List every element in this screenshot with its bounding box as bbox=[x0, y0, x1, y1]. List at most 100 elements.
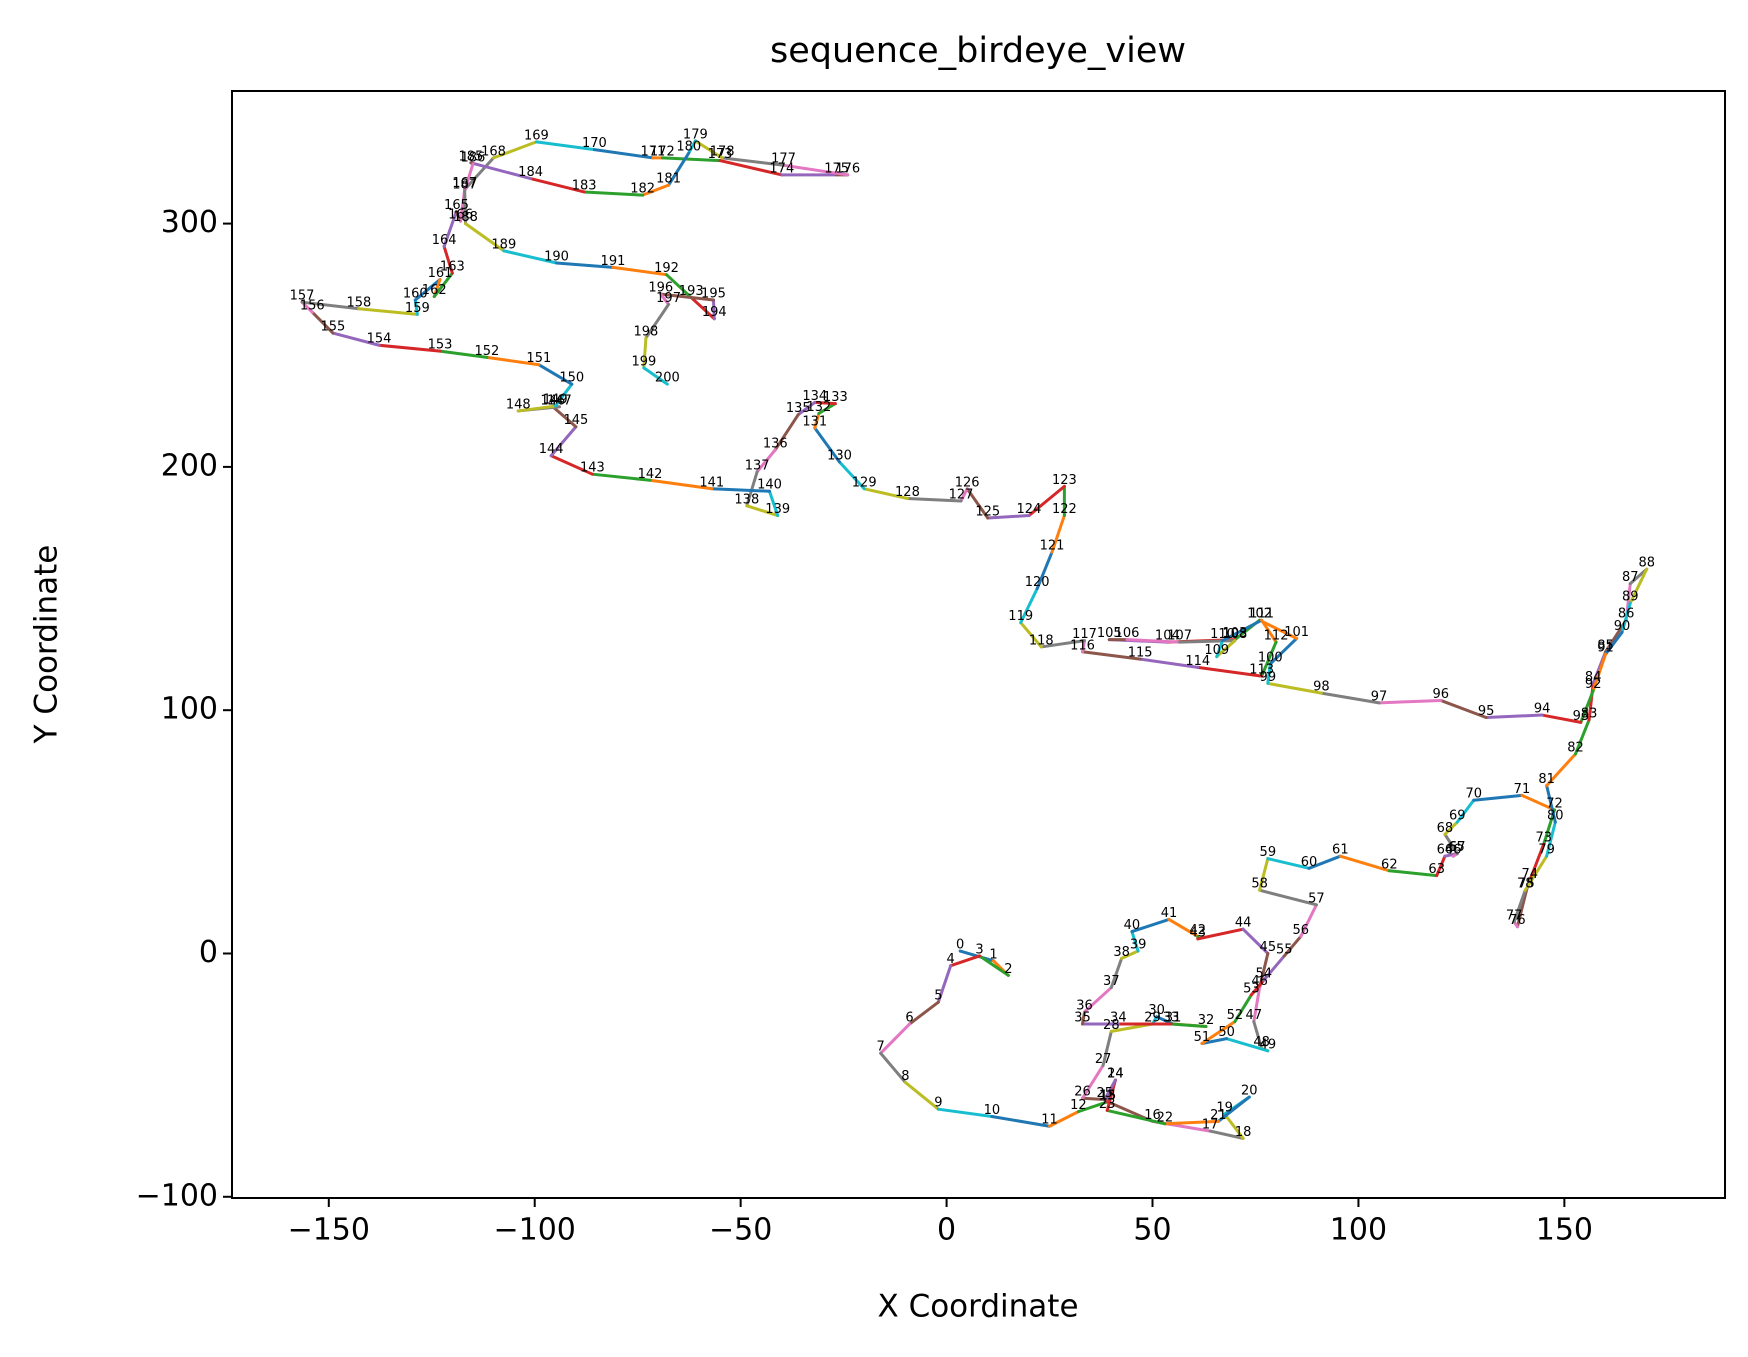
trajectory-segment bbox=[438, 349, 489, 359]
trajectory-segment bbox=[978, 954, 1010, 977]
point-label: 79 bbox=[1538, 843, 1555, 858]
point-label: 115 bbox=[1128, 646, 1153, 661]
trajectory-segment bbox=[1019, 621, 1043, 649]
point-label: 151 bbox=[526, 351, 551, 366]
point-label: 133 bbox=[823, 390, 848, 405]
trajectory-segment bbox=[1472, 793, 1524, 802]
trajectory-segment bbox=[1223, 1112, 1245, 1140]
point-label: 57 bbox=[1308, 891, 1325, 906]
trajectory-segment bbox=[516, 404, 557, 413]
point-label: 139 bbox=[765, 502, 790, 517]
point-label: 177 bbox=[771, 152, 796, 167]
point-label: 186 bbox=[461, 150, 486, 165]
trajectory-segment bbox=[592, 148, 655, 160]
point-label: 110 bbox=[1210, 627, 1235, 642]
point-label: 0 bbox=[956, 938, 964, 953]
point-label: 197 bbox=[656, 291, 681, 306]
point-label: 29 bbox=[1144, 1011, 1161, 1026]
trajectory-segment bbox=[1528, 842, 1546, 882]
point-label: 120 bbox=[1025, 575, 1050, 590]
point-label: 192 bbox=[654, 261, 679, 276]
point-label: 17 bbox=[1202, 1118, 1219, 1133]
point-label: 132 bbox=[806, 400, 831, 415]
point-label: 147 bbox=[547, 393, 572, 408]
trajectory-segment bbox=[1266, 857, 1311, 870]
point-label: 24 bbox=[1107, 1067, 1124, 1082]
trajectory-segment bbox=[529, 177, 586, 194]
point-label: 65 bbox=[1448, 840, 1465, 855]
point-label: 91 bbox=[1597, 641, 1614, 656]
trajectory-segment bbox=[879, 1022, 912, 1055]
point-label: 200 bbox=[655, 371, 680, 386]
point-label: 172 bbox=[650, 144, 675, 159]
trajectory-segment bbox=[862, 487, 909, 501]
axes-frame bbox=[231, 90, 1726, 1199]
trajectory-segment bbox=[469, 161, 533, 181]
point-label: 45 bbox=[1260, 940, 1277, 955]
trajectory-segment bbox=[1221, 618, 1264, 643]
trajectory-segment bbox=[1262, 954, 1286, 982]
trajectory-segment bbox=[1233, 993, 1253, 1024]
trajectory-segment bbox=[1266, 662, 1272, 685]
point-label: 22 bbox=[1157, 1110, 1174, 1125]
point-label: 188 bbox=[453, 210, 478, 225]
point-label: 111 bbox=[1249, 607, 1274, 622]
y-tick-label: 100 bbox=[161, 692, 218, 727]
trajectory-segment bbox=[331, 331, 381, 347]
trajectory-segment bbox=[1019, 587, 1039, 625]
trajectory-segment bbox=[642, 336, 648, 370]
point-label: 31 bbox=[1165, 1011, 1182, 1026]
trajectory-segment bbox=[549, 454, 594, 476]
point-label: 101 bbox=[1284, 625, 1309, 640]
point-label: 12 bbox=[1070, 1098, 1087, 1113]
point-label: 173 bbox=[708, 147, 733, 162]
trajectory-segment bbox=[879, 1051, 907, 1084]
point-label: 68 bbox=[1437, 821, 1454, 836]
point-label: 33 bbox=[1163, 1011, 1180, 1026]
point-label: 67 bbox=[1449, 840, 1466, 855]
trajectory-segment bbox=[1260, 618, 1278, 644]
point-label: 30 bbox=[1148, 1003, 1165, 1018]
trajectory-segment bbox=[1266, 681, 1323, 695]
x-tick-label: 0 bbox=[937, 1213, 956, 1248]
trajectory-segment bbox=[1319, 691, 1381, 705]
point-label: 5 bbox=[934, 989, 942, 1004]
point-label: 72 bbox=[1546, 796, 1563, 811]
trajectory-segment bbox=[813, 426, 841, 464]
point-label: 56 bbox=[1293, 923, 1310, 938]
trajectory-segment bbox=[693, 139, 724, 160]
x-tick-label: −50 bbox=[709, 1213, 772, 1248]
trajectory-segment bbox=[1515, 888, 1528, 929]
point-label: 6 bbox=[905, 1011, 913, 1026]
trajectory-segment bbox=[718, 159, 784, 177]
point-label: 76 bbox=[1509, 913, 1526, 928]
point-label: 158 bbox=[346, 295, 371, 310]
point-label: 198 bbox=[634, 324, 659, 339]
trajectory-segment bbox=[1282, 934, 1303, 958]
trajectory-segment bbox=[936, 964, 953, 1004]
point-label: 129 bbox=[852, 475, 877, 490]
trajectory-segment bbox=[1268, 636, 1299, 666]
trajectory-segment bbox=[767, 489, 780, 518]
y-tick-label: 200 bbox=[161, 448, 218, 483]
point-label: 13 bbox=[1099, 1088, 1116, 1103]
trajectory-segment bbox=[1540, 713, 1583, 724]
trajectory-segment bbox=[1252, 1020, 1264, 1050]
trajectory-segment bbox=[1545, 784, 1557, 824]
point-label: 170 bbox=[582, 136, 607, 151]
point-label: 146 bbox=[540, 393, 565, 408]
trajectory-segment bbox=[641, 183, 671, 197]
point-label: 25 bbox=[1096, 1086, 1113, 1101]
trajectory-segment bbox=[659, 292, 671, 306]
trajectory-segment bbox=[413, 278, 442, 302]
trajectory-segment bbox=[1215, 639, 1237, 659]
trajectory-segment bbox=[537, 363, 574, 386]
trajectory-segment bbox=[1512, 888, 1527, 924]
trajectory-segment bbox=[1573, 718, 1591, 756]
point-label: 62 bbox=[1381, 857, 1398, 872]
trajectory-segment bbox=[1258, 618, 1299, 640]
point-label: 36 bbox=[1076, 998, 1093, 1013]
point-label: 135 bbox=[786, 401, 811, 416]
point-label: 164 bbox=[432, 233, 457, 248]
